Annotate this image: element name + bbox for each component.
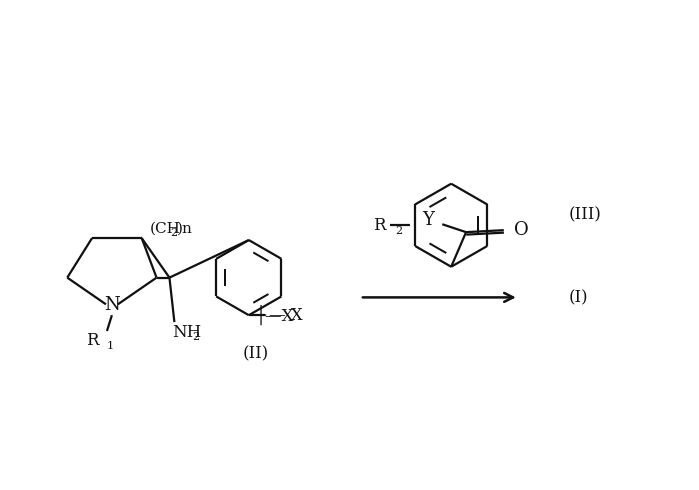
Text: (CH: (CH [150, 221, 180, 235]
Text: N: N [104, 296, 120, 314]
Text: 2: 2 [396, 226, 403, 236]
Text: — X: — X [268, 307, 303, 324]
Text: 1: 1 [107, 341, 114, 351]
Text: NH: NH [173, 323, 202, 341]
Text: 2: 2 [192, 332, 199, 342]
Text: (I): (I) [568, 289, 588, 306]
Text: O: O [514, 221, 528, 239]
Text: R: R [87, 332, 99, 349]
Text: )n: )n [176, 221, 192, 235]
Text: (III): (III) [568, 207, 601, 224]
Text: R: R [373, 217, 386, 234]
Text: Y: Y [422, 211, 434, 229]
Text: 2: 2 [171, 228, 178, 238]
Text: ┼—X: ┼—X [254, 305, 294, 325]
Text: (II): (II) [243, 345, 269, 362]
